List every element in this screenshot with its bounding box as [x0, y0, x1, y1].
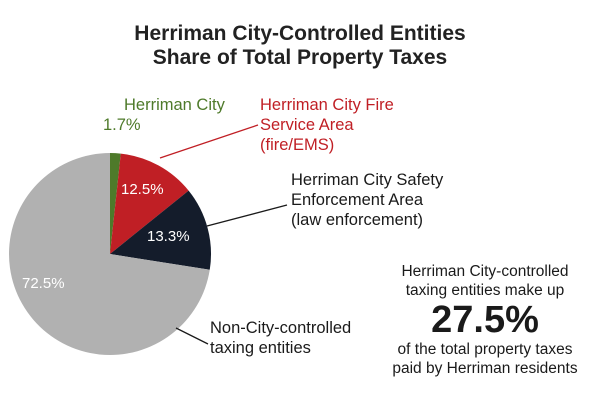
- chart-title: Herriman City-Controlled Entities Share …: [0, 22, 600, 70]
- label-non-city-controlled: Non-City-controlled taxing entities: [210, 318, 351, 358]
- chart-title-line-2: Share of Total Property Taxes: [152, 46, 448, 69]
- slice-herriman-city: [110, 153, 121, 254]
- slice-safety-enforcement-area: [110, 190, 212, 270]
- label-safety-line-2: Enforcement Area: [291, 191, 424, 209]
- slice-fire-service-area: [110, 153, 189, 254]
- leader-non-city-controlled: [175, 327, 209, 345]
- value-herriman-city: 1.7%: [103, 116, 141, 134]
- leader-safety-enforcement-area: [206, 204, 288, 227]
- chart-title-line-1: Herriman City-Controlled Entities: [134, 22, 466, 45]
- value-safety-enforcement-area: 13.3%: [147, 228, 190, 245]
- label-fire-service-area: Herriman City Fire Service Area (fire/EM…: [260, 95, 394, 155]
- callout-line-1: Herriman City-controlled: [401, 263, 569, 280]
- callout-value: 27.5%: [431, 299, 539, 341]
- label-safety-line-3: (law enforcement): [291, 211, 424, 229]
- label-fire-line-2: Service Area: [260, 116, 354, 134]
- callout: Herriman City-controlled taxing entities…: [370, 262, 600, 378]
- slice-non-city-controlled: [9, 153, 210, 355]
- label-herriman-city-line-1: Herriman City: [124, 96, 225, 114]
- leader-fire-service-area: [159, 124, 259, 159]
- callout-line-2: taxing entities make up: [405, 282, 565, 299]
- label-safety-line-1: Herriman City Safety: [291, 171, 444, 189]
- label-fire-line-1: Herriman City Fire: [260, 96, 394, 114]
- label-fire-line-3: (fire/EMS): [260, 136, 335, 154]
- label-non-city-line-2: taxing entities: [210, 339, 311, 357]
- value-non-city-controlled: 72.5%: [22, 275, 65, 292]
- callout-line-3: of the total property taxes: [397, 341, 573, 358]
- label-herriman-city: Herriman City: [124, 95, 225, 115]
- label-non-city-line-1: Non-City-controlled: [210, 319, 352, 337]
- callout-line-4: paid by Herriman residents: [392, 360, 578, 377]
- value-fire-service-area: 12.5%: [121, 181, 164, 198]
- label-safety-enforcement-area: Herriman City Safety Enforcement Area (l…: [291, 170, 443, 230]
